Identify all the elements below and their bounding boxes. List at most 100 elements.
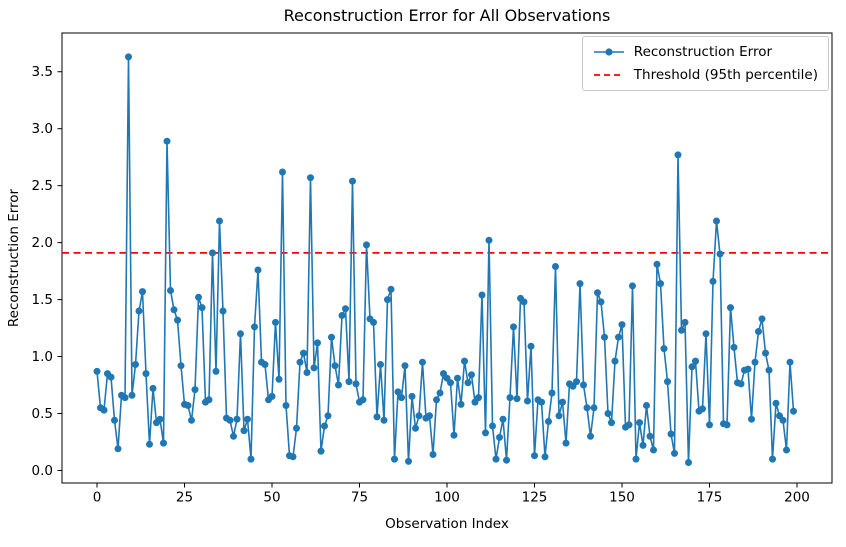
data-point (359, 396, 367, 404)
data-point (170, 306, 178, 314)
data-point (639, 441, 647, 449)
data-point (447, 379, 454, 387)
data-point (132, 361, 139, 368)
data-point (713, 217, 720, 225)
data-point (587, 432, 594, 440)
data-point (405, 457, 412, 465)
x-tick-label: 200 (784, 490, 810, 506)
data-point (125, 53, 132, 61)
data-point (559, 398, 566, 406)
data-point (664, 378, 671, 386)
data-point (590, 404, 598, 412)
data-point (363, 241, 370, 249)
data-point (562, 439, 570, 447)
data-point (758, 315, 766, 323)
data-point (629, 282, 636, 290)
data-point (475, 394, 482, 402)
data-point (377, 361, 384, 368)
data-point (107, 373, 115, 381)
data-point (244, 415, 251, 423)
data-point (485, 236, 493, 244)
data-point (398, 394, 405, 402)
data-point (552, 263, 559, 270)
data-point (643, 402, 650, 409)
data-point (142, 370, 150, 378)
data-point (520, 298, 528, 306)
data-point (660, 345, 668, 353)
data-point (128, 391, 136, 399)
x-tick-label: 175 (697, 490, 723, 506)
data-point (601, 333, 608, 341)
data-point (674, 151, 682, 159)
data-point (184, 402, 192, 409)
data-point (429, 451, 437, 458)
data-point (503, 456, 510, 464)
data-point (769, 455, 776, 463)
data-point (195, 293, 202, 301)
legend: Reconstruction Error Threshold (95th per… (581, 36, 829, 91)
data-point (772, 399, 780, 407)
data-point (496, 433, 503, 441)
data-point (191, 386, 199, 394)
x-axis-label: Observation Index (385, 516, 509, 532)
data-point (114, 445, 122, 453)
data-point (303, 369, 311, 376)
data-point (716, 250, 724, 258)
data-point (391, 455, 398, 463)
x-tick-label: 125 (522, 490, 548, 506)
data-point (254, 266, 262, 274)
data-point (671, 449, 678, 457)
data-point (492, 455, 500, 463)
data-point (370, 318, 377, 326)
x-tick-label: 50 (263, 490, 280, 506)
data-point (300, 349, 307, 357)
data-point (548, 389, 556, 397)
data-point (751, 358, 759, 366)
data-point (247, 455, 255, 463)
y-tick-label: 1.0 (32, 349, 53, 365)
data-point (790, 407, 797, 415)
data-point (279, 168, 286, 176)
data-point (156, 415, 164, 423)
legend-entry-threshold: Threshold (95th percentile) (592, 67, 818, 83)
data-point (667, 430, 675, 438)
data-point (121, 394, 129, 402)
data-point (177, 362, 185, 370)
data-point (251, 323, 258, 331)
data-point (93, 367, 101, 375)
data-point (163, 137, 171, 145)
data-point (744, 365, 752, 373)
data-point (545, 418, 552, 425)
x-tick-label: 150 (609, 490, 635, 506)
data-point (489, 422, 496, 430)
data-point (653, 260, 661, 268)
data-point (188, 416, 195, 424)
data-point (524, 397, 531, 405)
data-point (149, 384, 157, 392)
data-point (685, 459, 692, 466)
x-tick-label: 25 (176, 490, 193, 506)
data-point (461, 357, 468, 365)
data-point (506, 394, 514, 402)
data-point (618, 321, 626, 329)
data-point (730, 343, 738, 351)
data-point (433, 396, 440, 404)
data-point (314, 339, 321, 347)
data-point (576, 280, 584, 288)
data-point (573, 378, 580, 386)
data-point (702, 330, 710, 338)
data-point (604, 410, 612, 417)
data-point (268, 392, 276, 400)
data-point (230, 432, 237, 440)
data-point (394, 388, 402, 396)
data-point (272, 318, 279, 326)
data-point (324, 412, 332, 420)
data-point (625, 421, 633, 429)
y-tick-label: 3.0 (32, 121, 53, 137)
data-point (219, 307, 227, 315)
data-point (681, 318, 689, 326)
y-tick-label: 0.0 (32, 463, 53, 479)
data-point (349, 177, 356, 185)
data-point (412, 424, 419, 432)
